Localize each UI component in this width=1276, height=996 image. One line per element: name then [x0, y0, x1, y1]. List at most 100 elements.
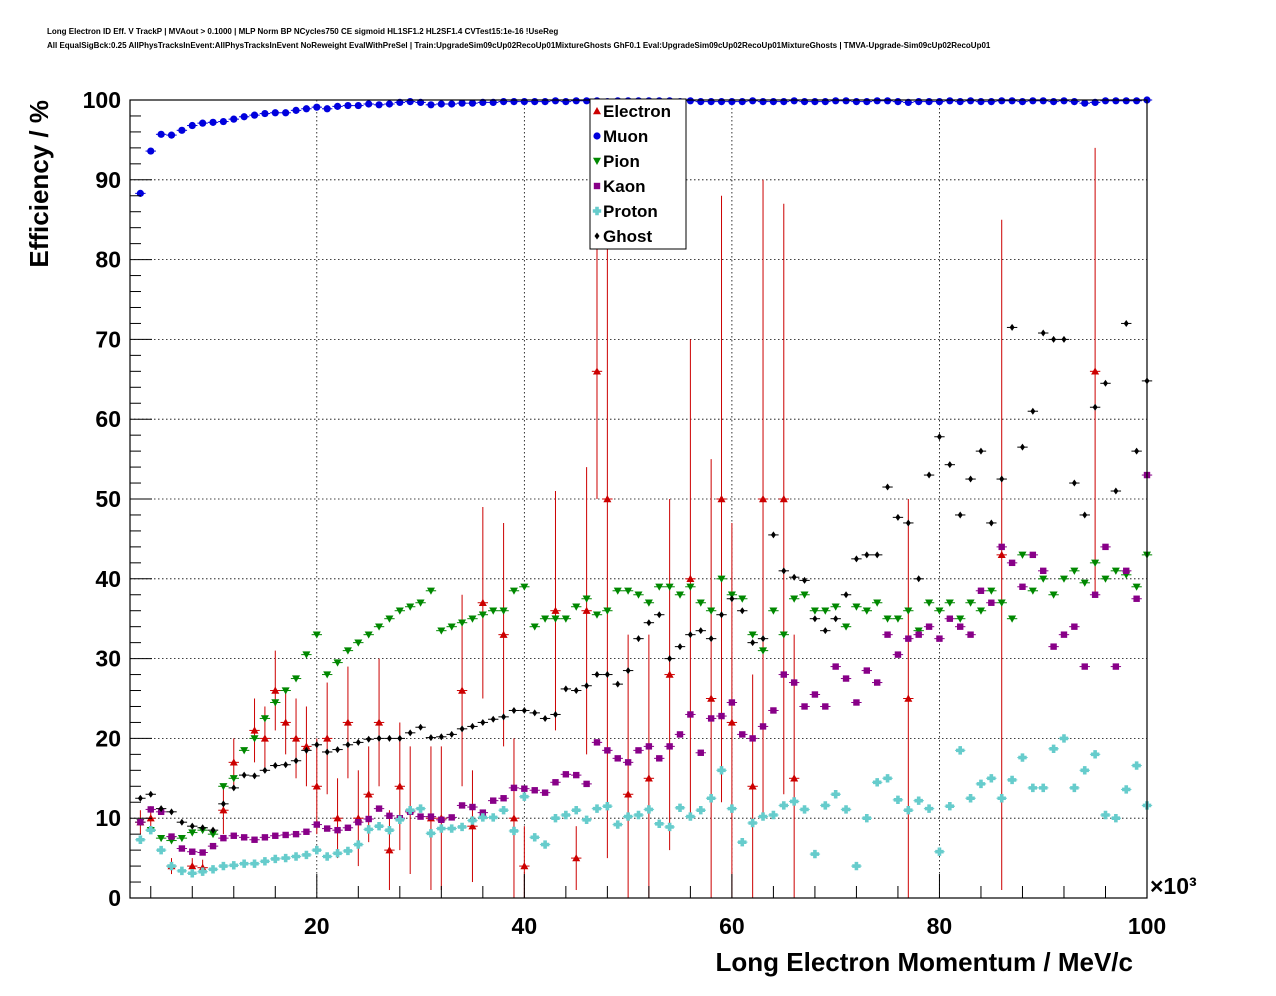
data-point: [592, 611, 601, 619]
data-point: [1122, 97, 1130, 105]
data-point: [1080, 766, 1089, 775]
data-point: [935, 847, 944, 856]
data-point: [1049, 591, 1058, 599]
data-point: [1039, 783, 1048, 793]
data-point: [873, 679, 881, 686]
data-point: [770, 531, 776, 539]
data-point: [1029, 97, 1037, 105]
data-point: [1030, 407, 1036, 415]
data-point: [322, 852, 332, 861]
data-point: [1123, 567, 1130, 575]
data-point: [1102, 543, 1109, 551]
data-point: [551, 97, 560, 105]
data-point: [936, 635, 943, 642]
data-point: [862, 607, 871, 615]
data-point: [874, 551, 880, 559]
legend-label: Electron: [603, 102, 671, 121]
data-point: [656, 611, 662, 619]
data-point: [790, 774, 799, 782]
data-point: [717, 495, 726, 503]
data-point: [894, 97, 902, 106]
data-point: [188, 121, 196, 130]
data-point: [904, 694, 913, 702]
data-point: [706, 794, 716, 803]
plot-title-line-1: Long Electron ID Eff. V TrackP | MVAout …: [47, 27, 559, 36]
data-point: [977, 97, 985, 106]
legend-label: Muon: [603, 127, 648, 146]
data-point: [406, 603, 415, 611]
data-point: [665, 822, 674, 832]
data-point: [437, 824, 446, 833]
data-point: [220, 800, 226, 808]
data-point: [343, 846, 353, 856]
data-point: [1059, 734, 1069, 743]
data-point: [292, 675, 301, 683]
data-point: [687, 631, 693, 639]
data-point: [354, 101, 362, 110]
data-point: [312, 845, 321, 855]
data-point: [966, 599, 975, 607]
data-point: [573, 771, 580, 779]
data-point: [999, 475, 1005, 483]
data-point: [759, 97, 767, 106]
data-point: [499, 607, 508, 615]
data-point: [272, 762, 278, 770]
data-point: [405, 806, 415, 815]
data-point: [779, 801, 788, 810]
data-point: [841, 805, 851, 814]
data-point: [395, 782, 404, 790]
data-point: [499, 97, 508, 106]
data-point: [1009, 323, 1015, 331]
data-point: [966, 794, 975, 803]
data-point: [759, 647, 768, 655]
data-point: [613, 820, 622, 829]
data-point: [489, 813, 498, 822]
legend: Electron Muon Pion Kaon Proton Ghost: [589, 98, 687, 250]
data-point: [437, 627, 446, 635]
data-point: [728, 699, 736, 706]
x-axis-title: Long Electron Momentum / MeV/c: [716, 947, 1133, 977]
data-point: [406, 97, 414, 106]
data-point: [1134, 447, 1140, 455]
data-point: [407, 729, 413, 737]
data-point: [667, 655, 673, 663]
data-point: [499, 806, 508, 815]
data-point: [946, 615, 954, 622]
data-point: [644, 774, 653, 782]
data-point: [1018, 97, 1027, 106]
plot-title-line-2: All EqualSigBck:0.25 AllPhysTracksInEven…: [47, 41, 991, 50]
data-point: [540, 840, 550, 849]
data-point: [956, 615, 965, 623]
data-point: [749, 97, 757, 105]
data-point: [499, 630, 508, 638]
data-point: [988, 599, 995, 606]
data-point: [853, 699, 860, 706]
data-point: [541, 615, 550, 623]
data-point: [790, 97, 798, 105]
data-point: [1111, 567, 1120, 575]
data-point: [686, 574, 695, 582]
data-point: [1049, 744, 1058, 753]
data-point: [707, 607, 716, 615]
data-point: [510, 97, 518, 106]
data-point: [1113, 487, 1119, 495]
legend-marker: [593, 182, 601, 190]
data-point: [769, 607, 778, 615]
data-point: [500, 795, 507, 802]
x-tick-label: 20: [304, 913, 330, 939]
data-point: [209, 830, 218, 839]
data-point: [1081, 663, 1088, 670]
data-point: [997, 794, 1006, 803]
data-point: [469, 722, 475, 730]
data-point: [831, 790, 840, 799]
data-point: [708, 635, 714, 643]
data-point: [1111, 814, 1121, 823]
y-tick-label: 60: [95, 406, 121, 432]
data-point: [718, 712, 725, 720]
data-point: [925, 623, 933, 630]
data-point: [656, 755, 663, 762]
data-point: [178, 126, 186, 134]
data-point: [1133, 97, 1141, 105]
data-point: [966, 97, 975, 105]
